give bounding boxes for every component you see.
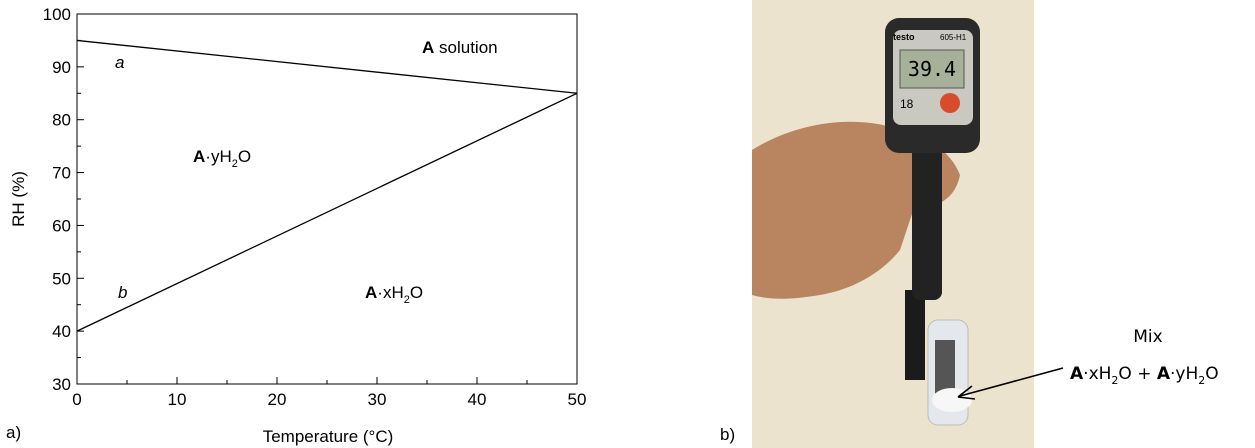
annotation-part: ·xH [377,283,403,302]
x-tick-label: 20 [268,390,287,409]
caption-part: O [1205,364,1218,384]
annotation-part: solution [434,38,497,57]
annotation-part: A [422,38,434,57]
annotation-part: A [365,283,377,302]
x-tick-label: 50 [568,390,587,409]
caption-part: 2 [1111,374,1118,387]
y-tick-label: 100 [43,5,71,24]
caption-part: 2 [1198,374,1205,387]
caption: A·xH2O + A·yH2O [1070,364,1219,387]
annotation: A·yH2O [193,147,251,170]
caption-part: ·yH [1170,364,1198,384]
series-line [77,40,577,93]
caption-title: Mix [1133,327,1162,347]
y-tick-label: 40 [52,322,71,341]
handwritten-label: 18 [900,97,914,111]
photo: testo 605-H1 39.4 18 [752,0,1034,448]
y-tick-label: 80 [52,111,71,130]
x-tick-label: 40 [468,390,487,409]
y-tick-label: 60 [52,216,71,235]
x-axis-label: Temperature (°C) [263,427,394,446]
x-tick-label: 10 [168,390,187,409]
y-tick-label: 30 [52,375,71,394]
x-tick-label: 0 [72,390,81,409]
series-label: a [115,53,124,72]
y-tick-label: 50 [52,269,71,288]
y-tick-label: 70 [52,164,71,183]
x-tick-label: 30 [368,390,387,409]
y-axis-label: RH (%) [9,171,28,227]
y-tick-label: 90 [52,58,71,77]
device-brand: testo [893,32,915,42]
panel-label: a) [6,423,21,442]
panel-label: b) [720,425,735,444]
annotation: A·xH2O [365,283,423,306]
caption-part: A [1157,364,1171,384]
series-line [77,93,577,331]
series-label: b [118,283,127,302]
caption-part: O + [1118,364,1156,384]
annotation-part: ·yH [205,147,231,166]
caption-part: ·xH [1083,364,1111,384]
device-model: 605-H1 [940,33,967,42]
annotation-part: O [410,283,423,302]
device-display: 39.4 [908,57,956,81]
figure: a) Temperature (°C) RH (%) A solution A·… [0,0,1255,448]
caption-part: A [1070,364,1084,384]
plot-frame [77,14,577,384]
annotation: A solution [422,38,498,57]
annotation-part: O [238,147,251,166]
annotation-part: A [193,147,205,166]
